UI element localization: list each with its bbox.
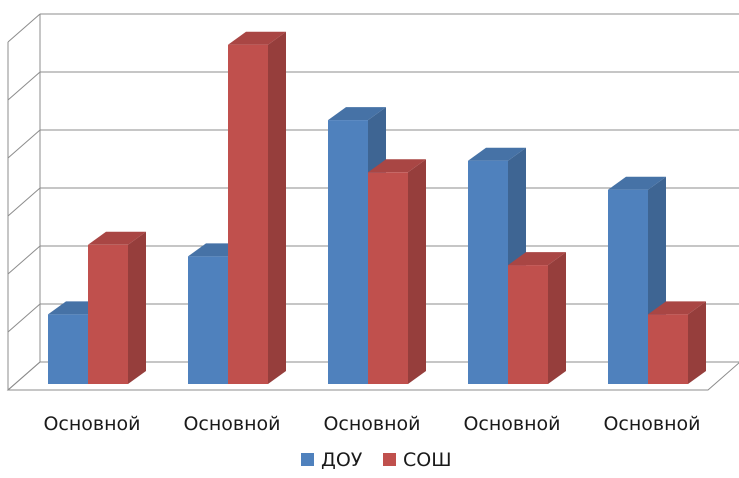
legend-swatch (301, 453, 314, 466)
bar-front-face (468, 160, 508, 384)
bar-front-face (608, 189, 648, 384)
legend-swatch (383, 453, 396, 466)
legend-label: СОШ (403, 449, 452, 471)
gridline-side (7, 129, 41, 159)
bar-side-face (268, 31, 286, 384)
gridline-side (7, 13, 41, 43)
bar (228, 31, 286, 384)
x-tick-label: Основной (603, 413, 700, 435)
bar-top-face (508, 252, 566, 266)
bar-top-face (328, 107, 386, 121)
bar (508, 252, 566, 384)
bar-front-face (328, 120, 368, 384)
bar (368, 159, 426, 384)
legend-label: ДОУ (321, 449, 363, 471)
x-tick-label: Основной (183, 413, 280, 435)
x-axis-tick-labels: Основной Основной Основной Основной Основной (43, 413, 700, 435)
bar-side-face (548, 252, 566, 384)
bar-top-face (648, 301, 706, 315)
gridline-side (7, 71, 41, 101)
gridline-side (7, 187, 41, 217)
bar-top-face (88, 231, 146, 245)
bar-front-face (368, 172, 408, 384)
bar-top-face (608, 176, 666, 190)
bar-front-face (228, 44, 268, 384)
bar-front-face (48, 314, 88, 384)
bar-front-face (88, 244, 128, 384)
bar-front-face (188, 256, 228, 384)
gridline-side (7, 361, 41, 391)
gridline-side (7, 303, 41, 333)
x-tick-label: Основной (43, 413, 140, 435)
bar (88, 231, 146, 384)
x-tick-label: Основной (323, 413, 420, 435)
bar-top-face (468, 147, 526, 161)
bar-side-face (688, 301, 706, 384)
bar-top-face (228, 31, 286, 45)
bar-side-face (128, 231, 146, 384)
gridline-side (7, 245, 41, 275)
legend: ДОУ СОШ (301, 449, 452, 471)
bar-side-face (408, 159, 426, 384)
bar-front-face (648, 314, 688, 384)
bars (48, 31, 706, 384)
bar-top-face (368, 159, 426, 173)
bar (648, 301, 706, 384)
bar-front-face (508, 265, 548, 384)
x-tick-label: Основной (463, 413, 560, 435)
